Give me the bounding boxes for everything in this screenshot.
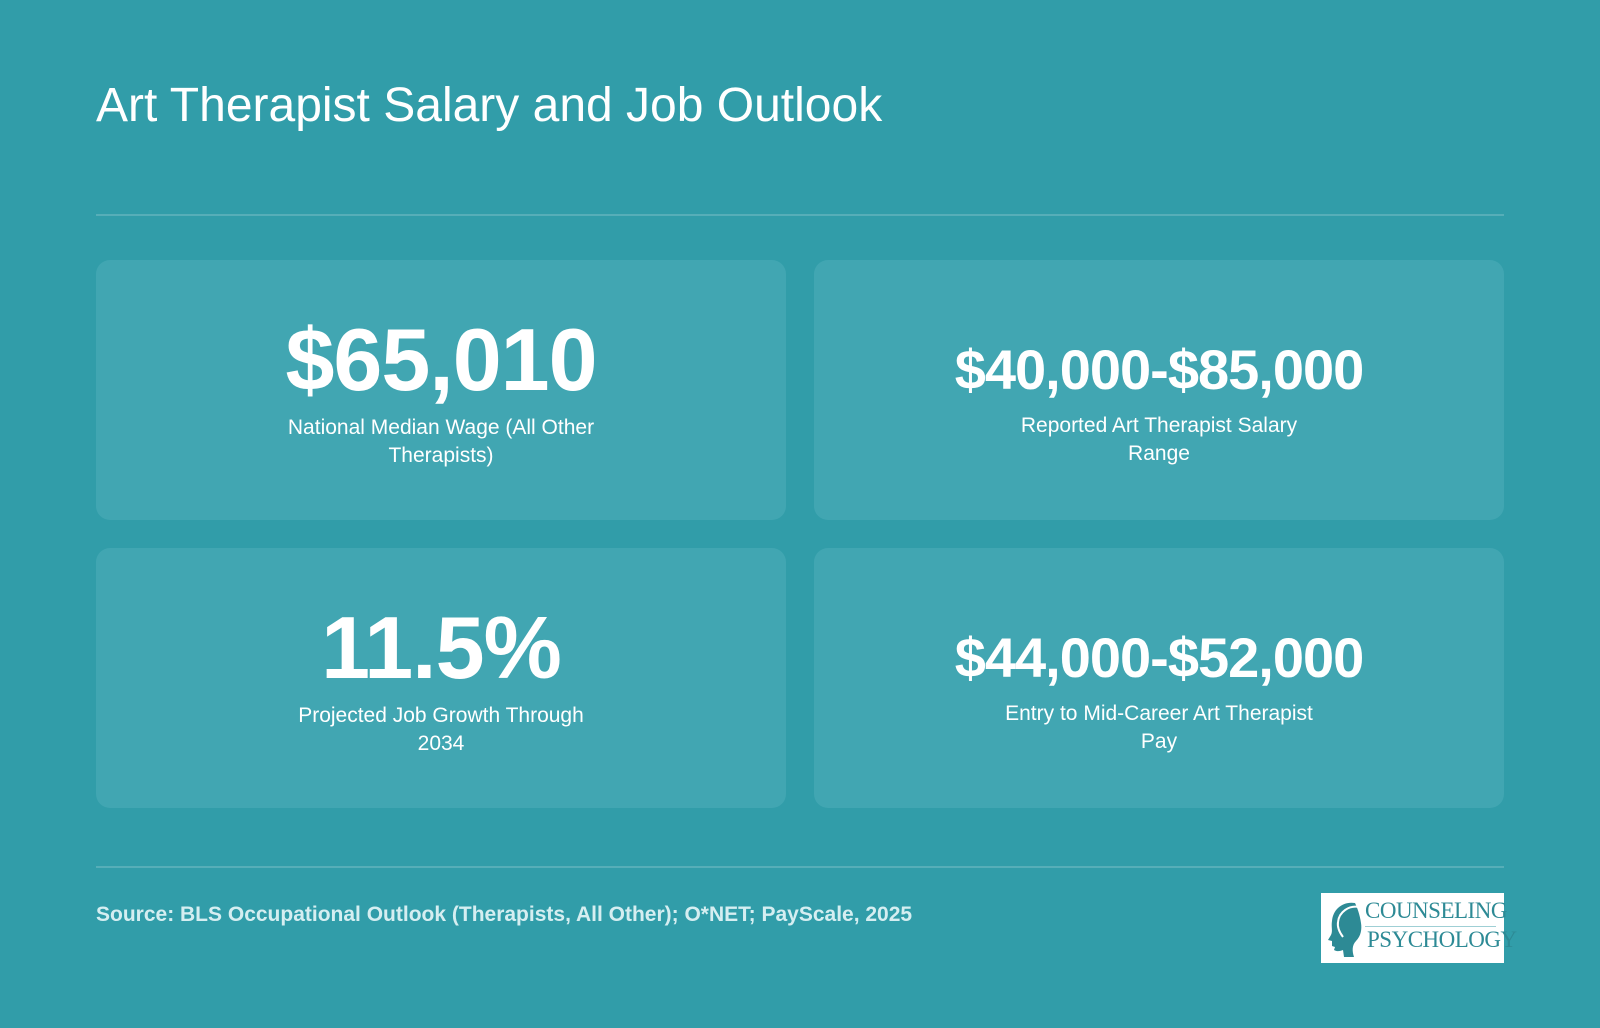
stat-card-job-growth: 11.5% Projected Job Growth Through 2034 [96, 548, 786, 808]
stat-label: Entry to Mid-Career Art Therapist Pay [1005, 702, 1313, 753]
stat-value: 11.5% [321, 598, 562, 697]
logo-text-top: COUNSELING [1365, 898, 1507, 923]
top-divider [96, 214, 1504, 216]
stat-card-median-wage: $65,010 National Median Wage (All Other … [96, 260, 786, 520]
stat-label: Reported Art Therapist Salary Range [1020, 414, 1298, 465]
counseling-psychology-logo: COUNSELING PSYCHOLOGY [1321, 893, 1517, 963]
stat-value: $65,010 [285, 310, 597, 409]
stat-label: National Median Wage (All Other Therapis… [287, 416, 595, 467]
logo-text-bottom: PSYCHOLOGY [1367, 927, 1517, 952]
stat-label: Projected Job Growth Through 2034 [298, 704, 584, 755]
stat-card-entry-pay: $44,000-$52,000 Entry to Mid-Career Art … [814, 548, 1504, 808]
page-title: Art Therapist Salary and Job Outlook [96, 79, 883, 132]
stat-value: $40,000-$85,000 [954, 338, 1364, 401]
source-note: Source: BLS Occupational Outlook (Therap… [96, 903, 913, 926]
stat-value: $44,000-$52,000 [954, 626, 1364, 689]
logo-rule [1365, 926, 1496, 927]
stat-card-salary-range: $40,000-$85,000 Reported Art Therapist S… [814, 260, 1504, 520]
head-profile-icon [1328, 902, 1362, 957]
bottom-divider [96, 866, 1504, 868]
